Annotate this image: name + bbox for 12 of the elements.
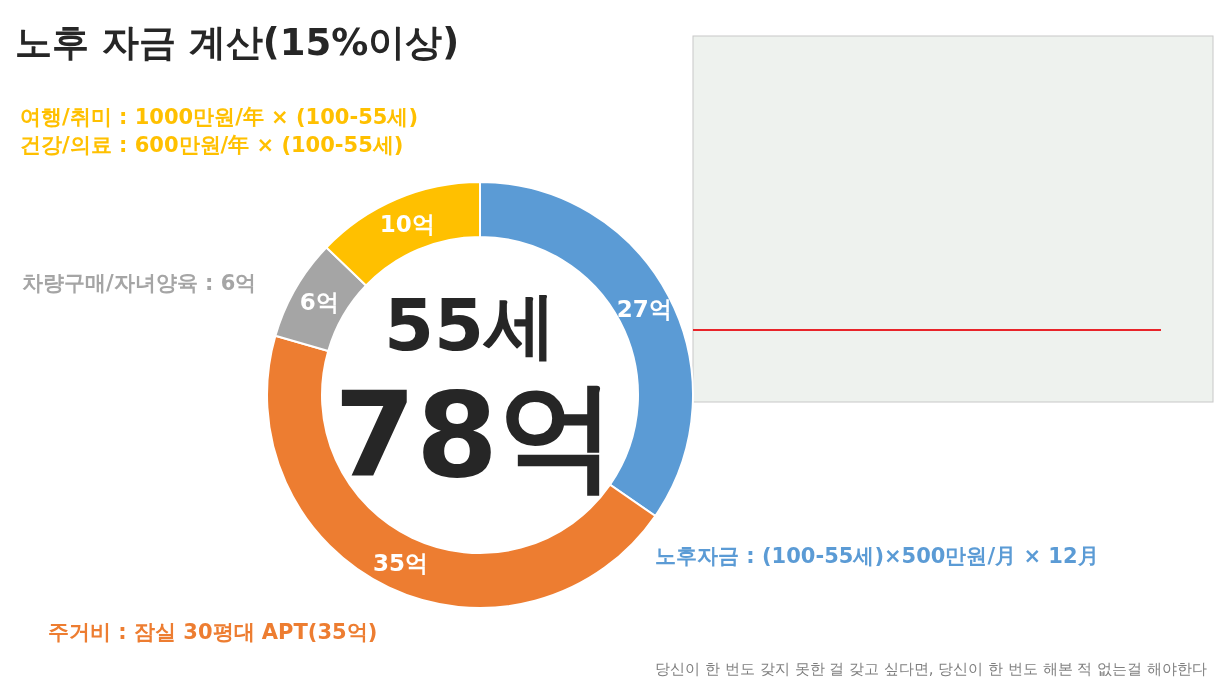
slice-label: 주거비 : 잠실 30평대 APT(35억) [48,619,378,646]
text: 당신이 한 번도 갖지 못한 걸 갖고 싶다면, 당신이 한 번도 해본 적 없는걸 해야한다 [655,660,1207,679]
data-label: 6억 [299,289,339,316]
text: 55세 [383,283,557,367]
slice-label: 노후자금 : (100-55세)×500만원/月 × 12月 [655,543,1099,570]
slice-label: 여행/취미 : 1000만원/年 × (100-55세) 건강/의료 : 600만원/年 × (100-55세) [20,104,418,159]
data-label: 35억 [372,549,428,576]
chart-title: 노후 자금 계산(15%이상) [15,21,460,66]
data-label: 27억 [616,295,672,322]
data-label: 10억 [379,211,435,238]
slice-label: 차량구매/자녀양육 : 6억 [22,270,257,297]
text: 78억 [333,366,617,504]
